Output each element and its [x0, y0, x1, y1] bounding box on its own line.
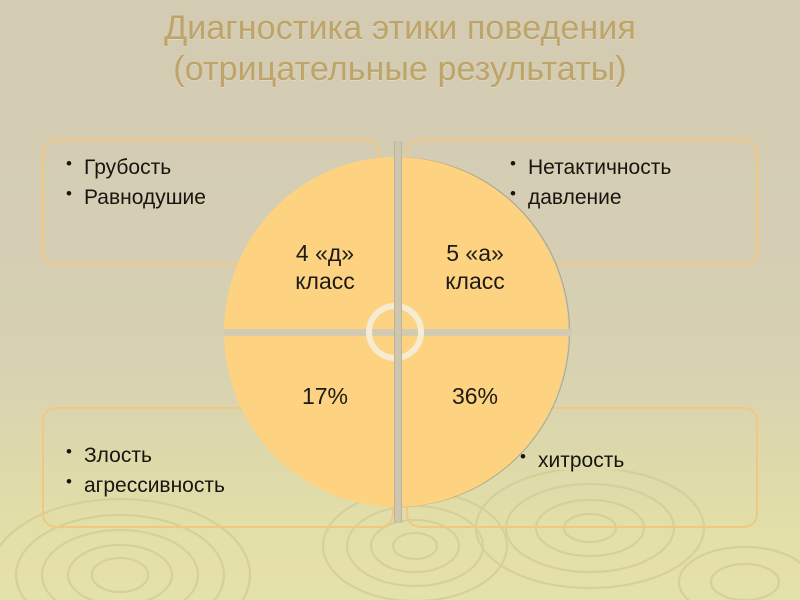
list-item: давление	[508, 182, 756, 213]
callout-list-top-right: Нетактичность давление	[408, 141, 756, 213]
page-title-line-1: Диагностика этики поведения	[164, 9, 636, 47]
quadrant-label-top-left: 4 «д» класс	[295, 240, 355, 295]
callout-list-top-left: Грубость Равнодушие	[44, 141, 378, 213]
callout-text-top-left: Грубость Равнодушие	[42, 139, 380, 265]
list-item: Злость	[64, 440, 392, 471]
callout-list-bottom-right: хитрость	[408, 409, 756, 476]
list-item: Грубость	[64, 152, 378, 183]
list-item: агрессивность	[64, 470, 392, 501]
callout-text-bottom-right: хитрость	[406, 407, 758, 528]
list-item: Равнодушие	[64, 182, 378, 213]
callout-list-bottom-left: Злость агрессивность	[44, 409, 392, 501]
page-title: Диагностика этики поведения (отрицательн…	[40, 8, 760, 91]
quadrant-label-top-right: 5 «а» класс	[445, 240, 505, 295]
quadrant-label-bottom-right: 36%	[451, 383, 499, 409]
list-item: хитрость	[518, 445, 756, 476]
list-item: Нетактичность	[508, 152, 756, 183]
vertical-divider	[394, 141, 402, 523]
page-title-line-2: (отрицательные результаты)	[173, 50, 627, 89]
callout-text-top-right: Нетактичность давление	[406, 139, 758, 265]
quadrant-label-bottom-left: 17%	[301, 383, 349, 409]
callout-text-bottom-left: Злость агрессивность	[42, 407, 394, 528]
